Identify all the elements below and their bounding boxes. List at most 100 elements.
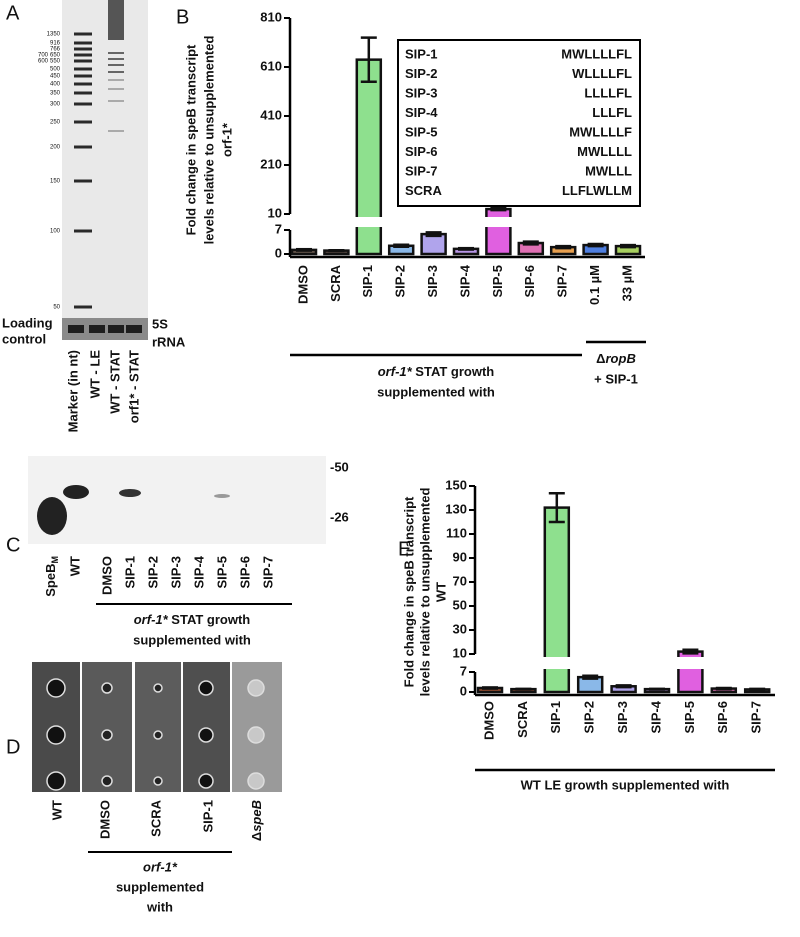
ladder-band xyxy=(74,59,92,63)
error-bar xyxy=(425,231,442,238)
lane-band xyxy=(108,79,124,81)
group-label: + SIP-1 xyxy=(594,371,638,386)
marker-label: 600 xyxy=(38,59,49,65)
group-label-part: ropB xyxy=(606,351,636,366)
error-bar xyxy=(360,36,377,83)
x-tick-label: SIP-6 xyxy=(522,265,537,298)
y-tick-label: 0 xyxy=(460,683,467,698)
lane-label: WT - STAT xyxy=(107,350,122,414)
group-label: orf-1* xyxy=(143,859,178,874)
group-label-part: orf-1* xyxy=(134,612,169,627)
colony xyxy=(247,772,265,790)
lane-band xyxy=(108,88,124,90)
marker-label: 916 xyxy=(50,41,61,47)
x-tick-label: DMSO xyxy=(481,701,496,740)
ladder-band xyxy=(74,91,92,95)
panel-letter: E xyxy=(398,538,411,560)
marker-label: 150 xyxy=(50,179,61,185)
inset-sequence: MWLLL xyxy=(585,163,632,178)
error-bar xyxy=(296,247,312,252)
marker-label: 400 xyxy=(50,82,61,88)
lane-band xyxy=(108,100,124,102)
inset-name: SIP-7 xyxy=(405,163,438,178)
blot-band xyxy=(63,485,89,499)
lane-label: SIP-3 xyxy=(168,556,183,589)
blot-band xyxy=(119,489,141,497)
inset-name: SIP-6 xyxy=(405,144,438,159)
error-bar xyxy=(715,686,732,691)
group-label: with xyxy=(146,899,173,914)
gel-image xyxy=(62,0,148,318)
marker-label: 300 xyxy=(50,102,61,108)
colony xyxy=(153,730,163,740)
marker-label: 766 xyxy=(50,47,61,53)
colony xyxy=(101,775,113,787)
error-bar xyxy=(458,246,474,251)
loading-band xyxy=(89,325,105,333)
error-bar xyxy=(328,248,345,253)
lane-band xyxy=(108,130,124,132)
x-tick-label: SIP-6 xyxy=(715,701,730,734)
y-axis-title: levels relative to unsupplemented xyxy=(417,488,432,697)
lane-label: SIP-4 xyxy=(191,555,206,588)
rrna-label: 5S xyxy=(152,316,168,331)
y-tick-label: 7 xyxy=(460,663,467,678)
error-bar xyxy=(522,240,539,246)
y-axis-title: Fold change in speB transcript xyxy=(183,44,198,235)
y-axis-title: Fold change in speB transcript xyxy=(401,496,416,687)
colony xyxy=(153,776,163,786)
group-label: supplemented xyxy=(116,879,204,894)
lane-smear xyxy=(108,0,124,40)
colony xyxy=(46,771,66,791)
x-tick-label: SIP-7 xyxy=(749,701,764,734)
colony xyxy=(153,683,163,693)
x-tick-label: 0.1 µM xyxy=(587,265,602,305)
ladder-band xyxy=(74,102,92,106)
group-label: orf-1* STAT growth xyxy=(378,364,495,379)
y-tick-label: 7 xyxy=(275,221,282,236)
panel-letter: B xyxy=(176,6,189,28)
error-bar xyxy=(682,648,699,655)
y-tick-label: 610 xyxy=(260,58,282,73)
group-label-part: STAT growth xyxy=(168,612,251,627)
inset-sequence: LLFLWLLM xyxy=(562,183,632,198)
error-bar xyxy=(615,684,632,689)
colony xyxy=(46,725,66,745)
inset-sequence: WLLLLFL xyxy=(572,66,632,81)
group-label-part: STAT growth xyxy=(412,364,495,379)
error-bar xyxy=(582,674,599,680)
marker-label: 50 xyxy=(53,305,60,311)
marker-label: 200 xyxy=(50,145,61,151)
lane-label: SIP-1 xyxy=(122,556,137,589)
y-tick-label: 30 xyxy=(453,621,467,636)
lane-label-part: SpeB xyxy=(43,564,58,597)
colony xyxy=(101,729,113,741)
x-tick-label: 33 µM xyxy=(619,265,634,301)
lane-label: WT - LE xyxy=(87,350,102,399)
marker-label: 450 xyxy=(50,74,61,80)
lane-band xyxy=(108,71,124,73)
ladder-band xyxy=(74,67,92,71)
inset-name: SCRA xyxy=(405,183,442,198)
y-tick-label: 410 xyxy=(260,107,282,122)
inset-sequence: MWLLLLF xyxy=(569,124,632,139)
marker-label: 650 xyxy=(50,53,61,59)
bar xyxy=(420,232,447,256)
ladder-band xyxy=(74,32,92,36)
error-bar xyxy=(555,244,572,250)
marker-label: 350 xyxy=(50,91,61,97)
marker-label: 100 xyxy=(50,229,61,235)
mw-marker: -50 xyxy=(330,459,349,474)
lane-label: WT xyxy=(67,556,82,576)
y-axis-title: orf-1* xyxy=(219,122,234,157)
marker-label: 1350 xyxy=(47,32,61,38)
colony xyxy=(247,679,265,697)
lane-label-part: Δ xyxy=(249,832,264,841)
x-tick-label: SIP-3 xyxy=(425,265,440,298)
colony xyxy=(247,726,265,744)
lane-label: SIP-1 xyxy=(200,800,215,833)
inset-box xyxy=(397,39,641,207)
lane-label-sub: M xyxy=(50,556,60,564)
x-tick-label: SIP-2 xyxy=(582,701,597,734)
loading-control-label: Loading xyxy=(2,315,53,330)
